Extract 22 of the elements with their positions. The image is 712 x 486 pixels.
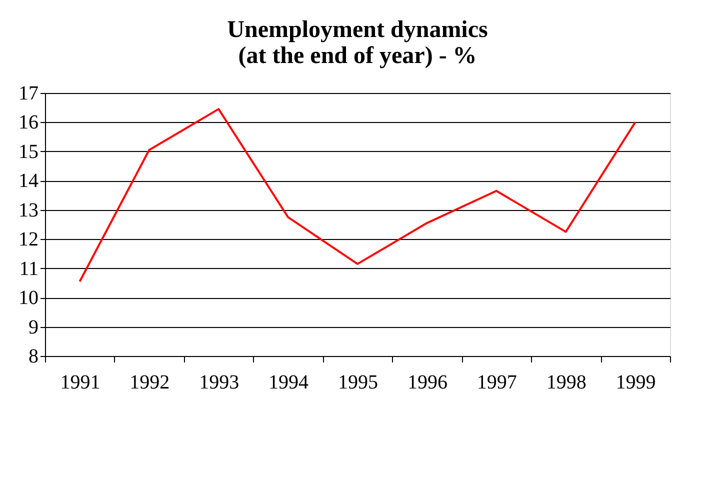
- y-tick-label: 8: [28, 346, 38, 368]
- y-tick-label: 12: [18, 228, 38, 251]
- x-tick-label: 1996: [407, 372, 448, 394]
- x-tick-label: 1998: [546, 372, 586, 394]
- y-tick-label: 16: [18, 112, 38, 134]
- x-tick-label: 1999: [616, 372, 656, 394]
- text: Unemployment dynamics: [227, 17, 488, 43]
- x-tick-label: 1991: [60, 372, 100, 394]
- x-tick-label: 1995: [338, 372, 378, 394]
- x-tick-label: 1997: [476, 372, 517, 394]
- line-series: [78, 108, 636, 282]
- x-tick-label: 1994: [268, 372, 309, 394]
- x-tick-label: 1992: [130, 372, 170, 394]
- y-tick-label: 13: [18, 199, 38, 222]
- y-tick-label: 14: [18, 170, 38, 192]
- y-tick-label: 9: [28, 316, 38, 338]
- y-tick-label: 15: [18, 140, 38, 163]
- x-tick-label: 1993: [199, 372, 240, 394]
- text: (at the end of year) - %: [238, 43, 477, 69]
- y-tick-label: 17: [18, 82, 38, 104]
- y-tick-label: 11: [19, 258, 38, 280]
- y-tick-label: 10: [18, 287, 38, 310]
